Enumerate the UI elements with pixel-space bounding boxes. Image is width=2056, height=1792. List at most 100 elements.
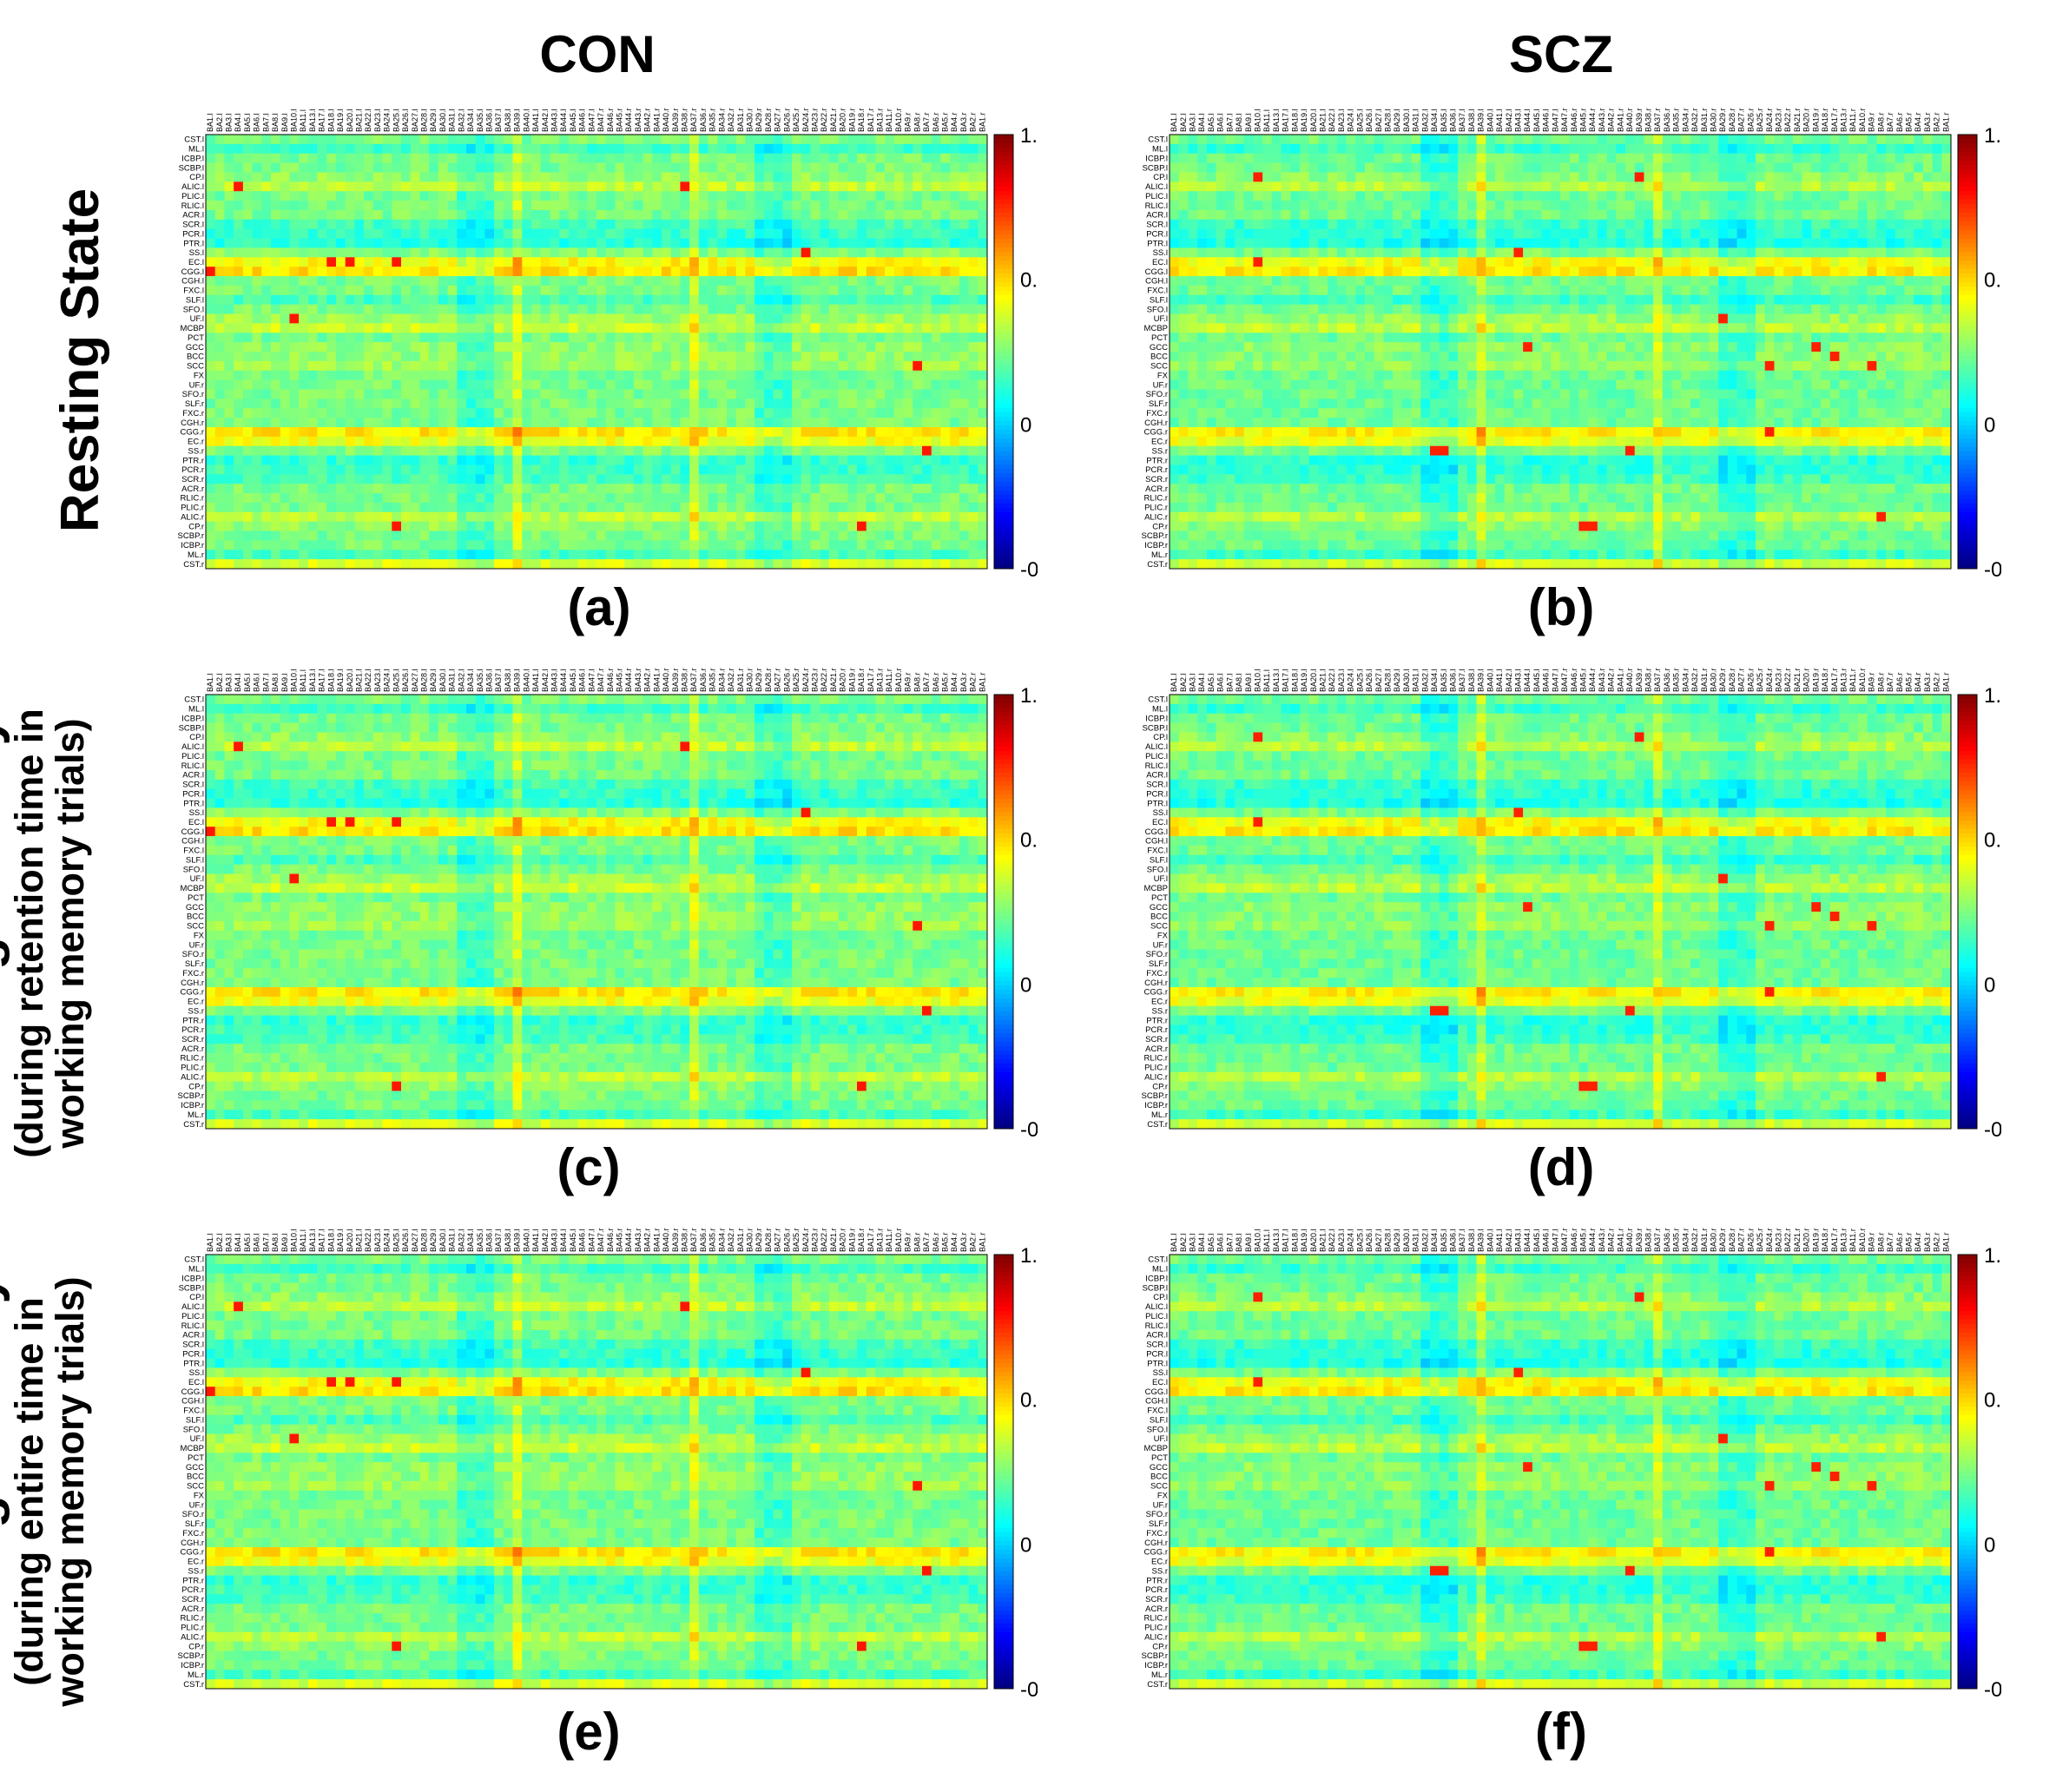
heatmap-cell [1662,172,1672,182]
heatmap-cell [531,464,542,475]
heatmap-cell [596,530,607,541]
heatmap-cell [401,436,412,446]
heatmap-cell [708,153,718,163]
heatmap-cell [978,267,988,277]
heatmap-cell [457,162,467,173]
heatmap-cell [484,135,495,145]
heatmap-cell [866,191,876,201]
heatmap-cell [605,181,616,192]
heatmap-cell [1876,162,1887,173]
heatmap-cell [782,484,793,494]
heatmap-cell [931,201,941,211]
heatmap-cell [662,399,672,409]
heatmap-cell [326,323,337,333]
heatmap-cell [652,209,662,221]
heatmap-cell [959,408,969,418]
heatmap-cell [512,247,523,258]
heatmap-cell [727,426,737,438]
heatmap-cell [633,464,643,475]
heatmap-cell [642,153,653,163]
heatmap-cell [1290,191,1301,201]
heatmap-cell [1802,201,1812,211]
heatmap-cell [662,247,672,258]
heatmap-cell [252,201,262,211]
heatmap-cell [503,201,513,211]
heatmap-cell [280,333,290,343]
heatmap-cell [568,219,578,229]
heatmap-cell [206,389,216,399]
heatmap-cell [885,445,895,456]
heatmap-cell [903,408,913,418]
heatmap-cell [615,143,625,155]
colorbar-segment [994,556,1013,561]
colorbar-segment [994,538,1013,544]
heatmap-cell [810,267,820,277]
heatmap-cell [522,464,532,475]
heatmap-cell [336,493,346,504]
heatmap-cell [299,379,309,390]
heatmap-cell [382,399,392,409]
heatmap-cell [1597,191,1607,201]
heatmap-cell [763,540,774,550]
heatmap-cell [1476,153,1486,163]
heatmap-cell [745,333,755,343]
heatmap-cell [271,209,281,221]
colorbar-segment [994,495,1013,500]
heatmap-cell [392,426,402,438]
heatmap-cell [903,455,913,465]
heatmap-cell [633,530,643,541]
heatmap-cell [605,135,616,145]
heatmap-cell [354,267,365,277]
heatmap-cell [252,418,262,428]
heatmap-cell [345,238,355,248]
heatmap-cell [680,228,690,239]
heatmap-cell [326,418,337,428]
heatmap-cell [234,389,244,399]
heatmap-cell [1718,172,1729,182]
heatmap-cell [289,201,300,211]
heatmap-cell [307,484,318,494]
heatmap-cell [364,445,374,456]
heatmap-cell [559,209,570,221]
heatmap-cell [372,342,383,352]
heatmap-cell [364,464,374,475]
heatmap-cell [893,247,904,258]
heatmap-cell [345,257,355,267]
heatmap-cell [1764,172,1775,182]
heatmap-cell [652,162,662,173]
heatmap-cell [755,521,765,531]
heatmap-cell [605,191,616,201]
heatmap-cell [392,191,402,201]
heatmap-cell [512,370,523,380]
heatmap-cell [1178,201,1189,211]
heatmap-cell [1420,135,1431,145]
heatmap-cell [1393,153,1403,163]
heatmap-cell [1634,162,1644,173]
heatmap-cell [372,294,383,305]
heatmap-cell [1886,143,1896,155]
heatmap-cell [419,191,430,201]
heatmap-cell [289,323,300,333]
heatmap-cell [587,238,597,248]
heatmap-cell [922,304,932,314]
heatmap-cell [447,445,458,456]
heatmap-cell [755,399,765,409]
heatmap-cell [447,559,458,570]
heatmap-cell [214,276,225,287]
heatmap-cell [522,219,532,229]
heatmap-cell [1764,143,1775,155]
heatmap-cell [242,464,253,475]
heatmap-cell [503,408,513,418]
heatmap-cell [382,276,392,287]
heatmap-cell [792,143,802,155]
heatmap-cell [410,162,420,173]
heatmap-cell [838,521,848,531]
heatmap-cell [913,426,923,438]
heatmap-cell [792,181,802,192]
heatmap-cell [1328,191,1338,201]
heatmap-cell [457,484,467,494]
heatmap-cell [745,455,755,465]
heatmap-cell [307,219,318,229]
heatmap-cell [475,191,485,201]
heatmap-cell [727,228,737,239]
